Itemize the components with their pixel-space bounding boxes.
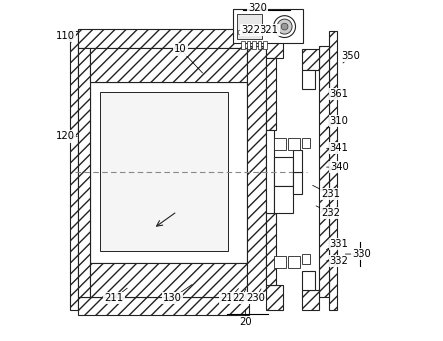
Bar bbox=[70, 31, 78, 310]
Bar bbox=[274, 186, 293, 213]
Bar bbox=[302, 138, 310, 148]
Text: 120: 120 bbox=[56, 131, 75, 142]
Bar bbox=[78, 29, 249, 48]
Text: 340: 340 bbox=[330, 162, 349, 172]
Bar bbox=[252, 41, 256, 49]
Text: 320: 320 bbox=[248, 2, 267, 13]
Text: 110: 110 bbox=[56, 31, 75, 41]
Bar bbox=[101, 92, 228, 251]
Bar bbox=[302, 290, 319, 310]
Bar bbox=[241, 41, 245, 49]
Bar bbox=[302, 70, 315, 89]
Text: 20: 20 bbox=[239, 317, 252, 327]
Bar bbox=[329, 31, 338, 310]
Bar bbox=[302, 49, 319, 70]
Bar bbox=[233, 9, 303, 43]
Bar bbox=[90, 82, 247, 263]
Bar bbox=[274, 256, 286, 268]
Text: 330: 330 bbox=[352, 249, 371, 259]
Bar bbox=[266, 32, 283, 58]
Bar bbox=[319, 46, 329, 297]
Text: 230: 230 bbox=[246, 293, 265, 303]
Circle shape bbox=[274, 16, 295, 38]
Bar bbox=[302, 271, 315, 290]
Text: 10: 10 bbox=[174, 44, 187, 55]
Circle shape bbox=[281, 23, 288, 30]
Text: 332: 332 bbox=[330, 256, 349, 266]
Text: 130: 130 bbox=[163, 293, 182, 303]
Bar bbox=[266, 213, 276, 285]
Text: 322: 322 bbox=[241, 25, 260, 35]
Bar bbox=[90, 263, 247, 297]
Bar bbox=[243, 30, 248, 34]
Bar bbox=[247, 46, 266, 297]
Bar bbox=[288, 138, 300, 150]
Text: 232: 232 bbox=[321, 208, 340, 218]
Bar bbox=[293, 150, 302, 172]
Bar bbox=[237, 14, 262, 39]
Bar bbox=[266, 58, 276, 130]
Text: 350: 350 bbox=[342, 51, 361, 61]
Text: 310: 310 bbox=[330, 116, 349, 126]
Bar bbox=[293, 172, 302, 194]
Bar bbox=[288, 256, 300, 268]
Bar bbox=[247, 41, 250, 49]
Text: 341: 341 bbox=[330, 143, 349, 153]
Bar bbox=[249, 30, 253, 34]
Text: 361: 361 bbox=[330, 89, 349, 99]
Text: 220: 220 bbox=[232, 293, 251, 303]
Text: 231: 231 bbox=[321, 189, 340, 199]
Bar bbox=[302, 254, 310, 264]
Text: 211: 211 bbox=[105, 293, 124, 303]
Bar bbox=[266, 130, 274, 213]
Bar bbox=[78, 297, 249, 315]
Bar bbox=[90, 48, 247, 82]
Bar bbox=[78, 48, 90, 297]
Bar bbox=[263, 41, 267, 49]
Text: 210: 210 bbox=[221, 293, 240, 303]
Bar bbox=[266, 285, 283, 310]
Bar bbox=[258, 41, 261, 49]
Bar bbox=[274, 157, 293, 186]
Circle shape bbox=[277, 19, 292, 34]
Bar bbox=[274, 138, 286, 150]
Bar bbox=[238, 30, 242, 34]
Text: 321: 321 bbox=[260, 25, 279, 35]
Text: 331: 331 bbox=[330, 239, 349, 249]
